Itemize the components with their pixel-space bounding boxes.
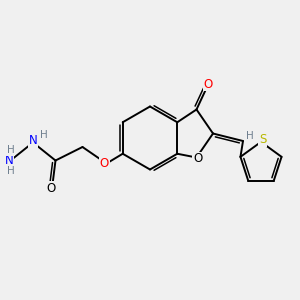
Text: H: H: [7, 145, 14, 155]
Text: S: S: [259, 133, 266, 146]
Text: O: O: [204, 77, 213, 91]
Text: N: N: [4, 154, 14, 167]
Text: O: O: [194, 152, 202, 166]
Text: H: H: [40, 130, 47, 140]
Text: O: O: [46, 182, 56, 195]
Text: O: O: [100, 157, 109, 170]
Text: H: H: [246, 130, 254, 141]
Text: N: N: [28, 134, 38, 147]
Text: H: H: [7, 166, 14, 176]
